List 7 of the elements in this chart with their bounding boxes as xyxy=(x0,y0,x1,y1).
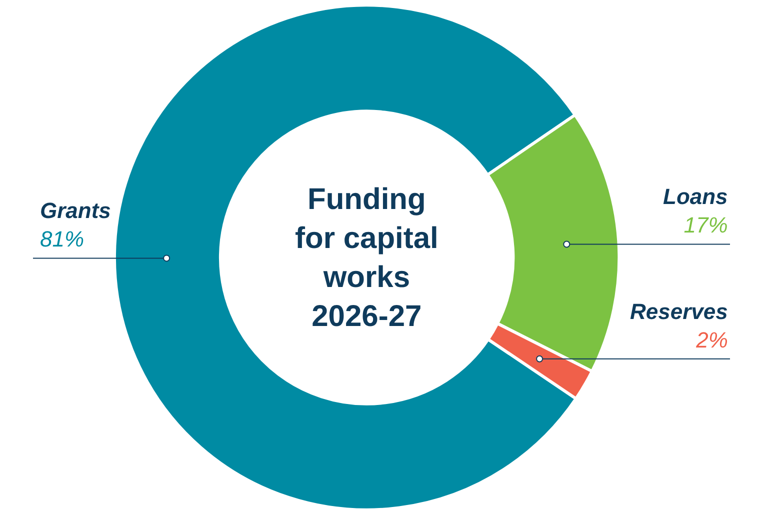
data-label: 17% xyxy=(684,212,728,238)
slice-label: Reserves xyxy=(630,299,728,324)
data-label: 81% xyxy=(40,226,84,252)
text: Funding for capital works 2026-27 xyxy=(295,183,438,333)
slice-label: Grants xyxy=(40,198,111,223)
slice-label: Loans xyxy=(663,184,728,209)
data-label: 2% xyxy=(695,328,728,353)
